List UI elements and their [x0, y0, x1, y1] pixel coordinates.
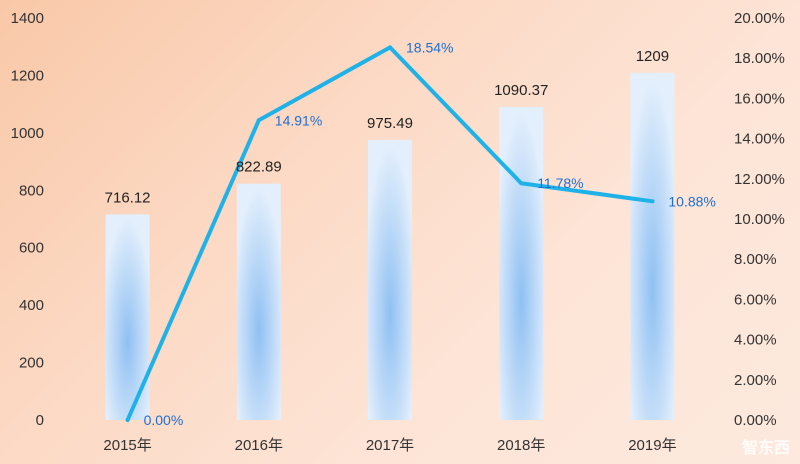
- line-point: [519, 181, 524, 186]
- left-axis-tick-label: 1400: [11, 10, 44, 27]
- line-value-label: 0.00%: [144, 412, 184, 428]
- right-axis-tick-label: 14.00%: [734, 131, 785, 148]
- left-axis-tick-label: 800: [19, 182, 44, 199]
- left-axis-tick-label: 200: [19, 355, 44, 372]
- line-value-label: 10.88%: [668, 193, 715, 209]
- line-point: [388, 45, 392, 50]
- right-axis-tick-label: 6.00%: [734, 291, 777, 308]
- x-axis-category-label: 2018年: [497, 437, 545, 454]
- x-axis-category-label: 2015年: [103, 437, 151, 454]
- bar-value-label: 1209: [636, 48, 669, 65]
- bar: [236, 183, 281, 420]
- bar: [368, 139, 412, 420]
- right-axis-tick-label: 12.00%: [734, 171, 785, 188]
- left-axis-tick-label: 600: [19, 240, 44, 257]
- x-axis-category-label: 2019年: [628, 437, 676, 454]
- right-axis-tick-label: 8.00%: [734, 251, 777, 268]
- right-axis-tick-label: 16.00%: [734, 90, 785, 107]
- left-axis-tick-label: 1000: [11, 125, 44, 142]
- line-point: [256, 118, 261, 123]
- x-axis-category-label: 2017年: [366, 437, 414, 454]
- left-axis-tick-label: 1200: [11, 67, 44, 84]
- right-axis-tick-label: 4.00%: [734, 332, 777, 349]
- bar: [499, 106, 544, 420]
- right-axis-tick-label: 20.00%: [734, 10, 785, 27]
- bar-value-label: 822.89: [236, 159, 282, 176]
- left-axis-tick-label: 0: [36, 412, 44, 429]
- line-point: [650, 199, 655, 204]
- right-axis-tick-label: 0.00%: [734, 412, 777, 429]
- right-axis-tick-label: 10.00%: [734, 211, 785, 228]
- bar-value-label: 1090.37: [494, 82, 548, 99]
- right-axis-tick-label: 18.00%: [734, 50, 785, 67]
- bar: [630, 72, 675, 420]
- right-axis-tick-label: 2.00%: [734, 372, 777, 389]
- line-value-label: 11.78%: [537, 175, 583, 191]
- line-point: [125, 418, 130, 422]
- line-value-label: 14.91%: [275, 112, 322, 128]
- line-value-label: 18.54%: [406, 39, 453, 55]
- left-axis-tick-label: 400: [19, 297, 44, 314]
- bar-value-label: 975.49: [367, 115, 413, 132]
- x-axis-category-label: 2016年: [235, 437, 283, 454]
- bar-value-label: 716.12: [105, 189, 151, 206]
- watermark-logo: 智东西: [741, 438, 790, 457]
